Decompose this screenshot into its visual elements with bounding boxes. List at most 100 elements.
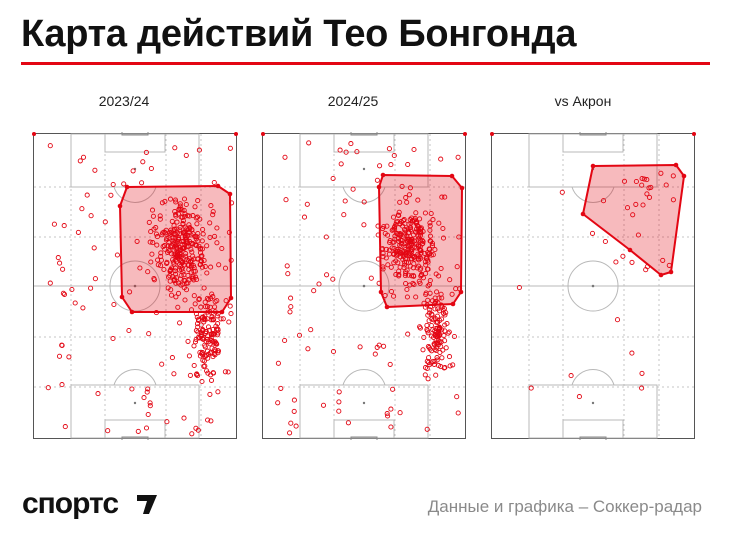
action-point bbox=[403, 195, 409, 201]
action-point bbox=[374, 177, 380, 183]
action-point bbox=[172, 268, 178, 274]
action-point bbox=[440, 235, 447, 241]
hull-vertex bbox=[580, 211, 586, 217]
action-point bbox=[159, 200, 165, 206]
action-map-vs-akron bbox=[490, 132, 696, 440]
action-point bbox=[172, 197, 179, 203]
action-point bbox=[422, 210, 428, 216]
action-point bbox=[624, 205, 631, 211]
action-point bbox=[149, 207, 156, 213]
corner-marker bbox=[261, 132, 265, 136]
action-point bbox=[208, 377, 215, 383]
action-point bbox=[209, 291, 215, 297]
action-point bbox=[386, 146, 392, 152]
action-point bbox=[311, 288, 317, 294]
action-point bbox=[451, 333, 457, 340]
action-point bbox=[154, 234, 160, 240]
action-point bbox=[166, 248, 172, 254]
action-point bbox=[633, 201, 639, 207]
action-point bbox=[229, 200, 235, 206]
action-point bbox=[194, 371, 200, 377]
action-point bbox=[442, 194, 448, 200]
action-point bbox=[390, 214, 397, 220]
action-point bbox=[137, 265, 143, 271]
action-point bbox=[195, 198, 201, 204]
hull-vertex bbox=[215, 183, 221, 189]
action-point bbox=[419, 237, 425, 243]
action-point bbox=[413, 210, 419, 216]
action-point bbox=[341, 212, 347, 218]
action-point bbox=[173, 211, 179, 218]
action-point bbox=[198, 304, 204, 310]
action-point bbox=[110, 181, 116, 188]
action-point bbox=[157, 213, 163, 219]
action-point bbox=[200, 326, 206, 333]
action-point bbox=[178, 206, 184, 212]
action-point bbox=[426, 318, 432, 324]
action-point bbox=[151, 226, 157, 232]
goal-area-top bbox=[562, 133, 624, 153]
goal-area-top bbox=[104, 133, 166, 153]
action-point bbox=[161, 243, 168, 249]
action-point bbox=[305, 346, 311, 352]
action-point bbox=[385, 262, 391, 268]
action-point bbox=[195, 230, 201, 237]
action-point bbox=[192, 339, 199, 345]
action-point bbox=[404, 294, 410, 300]
action-point bbox=[205, 370, 211, 376]
action-point bbox=[157, 216, 163, 222]
action-point bbox=[337, 147, 343, 153]
action-point bbox=[446, 329, 452, 335]
action-point bbox=[174, 226, 180, 232]
action-point bbox=[197, 246, 203, 252]
action-point bbox=[397, 242, 403, 248]
action-point bbox=[191, 293, 197, 299]
action-point bbox=[440, 307, 446, 313]
action-point bbox=[382, 230, 388, 236]
action-point bbox=[140, 159, 146, 165]
action-point bbox=[210, 212, 216, 218]
action-point bbox=[72, 300, 78, 306]
action-point bbox=[197, 262, 203, 268]
action-point bbox=[330, 276, 336, 282]
action-point bbox=[361, 199, 367, 205]
hull-vertex bbox=[376, 184, 382, 190]
action-point bbox=[213, 323, 219, 329]
action-point bbox=[143, 425, 150, 431]
action-point bbox=[145, 269, 151, 275]
action-point bbox=[220, 316, 226, 322]
action-point bbox=[171, 226, 178, 232]
action-point bbox=[145, 411, 151, 418]
action-point bbox=[169, 218, 175, 224]
action-point bbox=[435, 306, 441, 312]
action-point bbox=[380, 254, 386, 260]
action-point bbox=[192, 204, 198, 210]
action-point bbox=[129, 386, 135, 392]
action-point bbox=[173, 231, 179, 238]
action-point bbox=[198, 332, 205, 338]
action-point bbox=[432, 306, 438, 312]
action-point bbox=[427, 251, 433, 257]
action-point bbox=[212, 233, 218, 239]
action-point bbox=[154, 242, 160, 248]
action-point bbox=[108, 192, 114, 198]
panel-label-2023-24: 2023/24 bbox=[98, 93, 150, 109]
goal-bottom bbox=[350, 436, 378, 440]
action-point bbox=[442, 328, 448, 334]
action-point bbox=[414, 223, 421, 229]
panel-label-vs-akron: vs Акрон bbox=[554, 93, 612, 109]
action-point bbox=[173, 280, 179, 286]
action-point bbox=[424, 322, 430, 328]
action-point bbox=[164, 259, 170, 265]
action-point bbox=[424, 358, 430, 364]
action-point bbox=[176, 211, 182, 217]
action-point bbox=[275, 400, 281, 406]
action-point bbox=[181, 196, 188, 202]
action-point bbox=[383, 255, 389, 261]
action-point bbox=[175, 236, 181, 242]
action-point bbox=[427, 227, 433, 233]
action-point bbox=[528, 385, 534, 391]
action-point bbox=[188, 307, 195, 313]
action-point bbox=[433, 325, 439, 332]
action-point bbox=[61, 223, 67, 229]
